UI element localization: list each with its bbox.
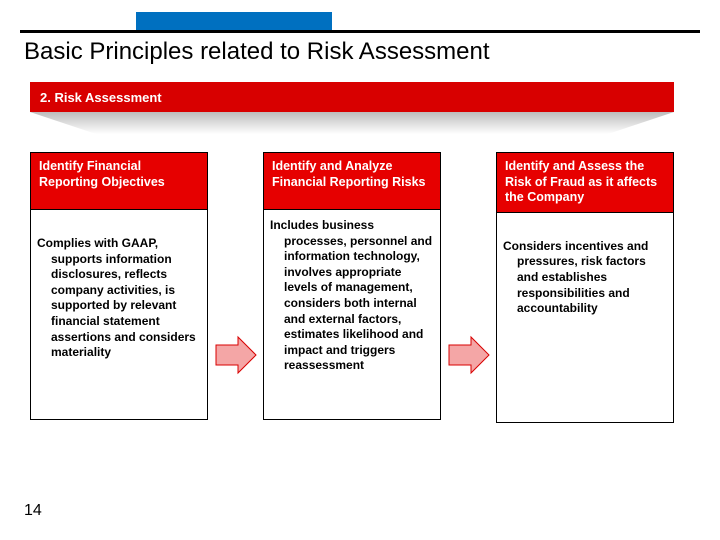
column-1-header: Identify Financial Reporting Objectives — [30, 152, 208, 210]
column-3-body: Considers incentives and pressures, risk… — [496, 213, 674, 423]
column-2-body-text: Includes business processes, personnel a… — [270, 218, 434, 374]
arrow-right-icon — [447, 335, 491, 375]
column-1: Identify Financial Reporting Objectives … — [30, 152, 208, 423]
section-band: 2. Risk Assessment — [30, 82, 674, 112]
column-2-header: Identify and Analyze Financial Reporting… — [263, 152, 441, 210]
column-2: Identify and Analyze Financial Reporting… — [263, 152, 441, 423]
column-2-body: Includes business processes, personnel a… — [263, 210, 441, 420]
band-shadow — [30, 112, 674, 140]
arrow-right-icon — [214, 335, 258, 375]
column-1-body-text: Complies with GAAP, supports information… — [37, 236, 201, 361]
page-number: 14 — [24, 502, 42, 520]
column-3-header: Identify and Assess the Risk of Fraud as… — [496, 152, 674, 213]
arrow-2-container — [441, 152, 496, 423]
column-3: Identify and Assess the Risk of Fraud as… — [496, 152, 674, 423]
section-label: 2. Risk Assessment — [40, 90, 162, 105]
title-rule — [20, 30, 700, 33]
column-1-body: Complies with GAAP, supports information… — [30, 210, 208, 420]
columns: Identify Financial Reporting Objectives … — [30, 152, 674, 423]
accent-bar — [136, 12, 332, 30]
arrow-1-container — [208, 152, 263, 423]
column-3-body-text: Considers incentives and pressures, risk… — [503, 239, 667, 317]
page-title: Basic Principles related to Risk Assessm… — [24, 38, 490, 66]
